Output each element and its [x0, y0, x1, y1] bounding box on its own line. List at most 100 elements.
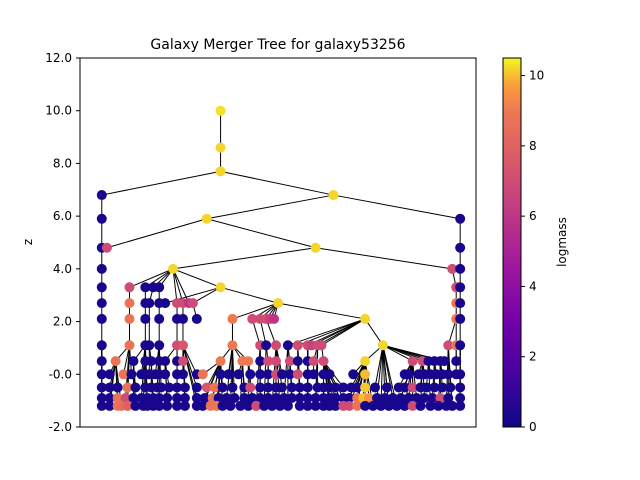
galaxy-node-point	[140, 282, 151, 293]
galaxy-node-point	[124, 298, 135, 309]
tree-edge	[333, 194, 461, 220]
y-tick-label: 4.0	[53, 262, 72, 276]
tree-edge	[101, 170, 221, 196]
leaf-galaxy-point	[411, 393, 422, 404]
tree-edge	[206, 194, 334, 220]
galaxy-node-point	[360, 356, 371, 367]
galaxy-node-point	[128, 356, 139, 367]
galaxy-node-point	[201, 213, 212, 224]
leaf-galaxy-point	[364, 393, 375, 404]
galaxy-node-point	[101, 242, 112, 253]
leaf-galaxy-point	[263, 382, 274, 393]
leaf-galaxy-point	[255, 369, 266, 380]
leaf-galaxy-point	[435, 393, 446, 404]
leaf-galaxy-point	[172, 393, 183, 404]
leaf-galaxy-point	[245, 369, 256, 380]
galaxy-node-point	[215, 105, 226, 116]
leaf-galaxy-point	[344, 400, 355, 411]
leaf-galaxy-point	[118, 369, 129, 380]
leaf-galaxy-point	[255, 382, 266, 393]
leaf-galaxy-point	[437, 382, 448, 393]
leaf-galaxy-point	[122, 382, 133, 393]
leaf-galaxy-point	[302, 382, 313, 393]
leaf-galaxy-point	[177, 369, 188, 380]
leaf-galaxy-point	[104, 393, 115, 404]
galaxy-node-point	[263, 356, 274, 367]
leaf-galaxy-point	[278, 393, 289, 404]
leaf-galaxy-point	[294, 393, 305, 404]
colorbar-tick-label: 10	[529, 69, 544, 83]
leaf-edge	[323, 360, 344, 399]
galaxy-node-point	[269, 313, 280, 324]
tree-edge	[172, 268, 221, 288]
tree-edge	[287, 318, 366, 346]
leaf-galaxy-point	[199, 393, 210, 404]
leaf-galaxy-point	[221, 393, 232, 404]
galaxy-node-point	[292, 340, 303, 351]
y-tick-label: -0.0	[49, 367, 72, 381]
galaxy-node-point	[377, 340, 388, 351]
y-tick-label: -2.0	[49, 420, 72, 434]
leaf-galaxy-point	[425, 400, 436, 411]
galaxy-node-point	[146, 356, 157, 367]
leaf-galaxy-point	[126, 369, 137, 380]
leaf-galaxy-point	[308, 369, 319, 380]
leaf-galaxy-point	[399, 400, 410, 411]
leaf-galaxy-point	[360, 382, 371, 393]
galaxy-node-point	[177, 356, 188, 367]
leaf-galaxy-point	[403, 369, 414, 380]
galaxy-node-point	[96, 340, 107, 351]
leaf-galaxy-point	[429, 382, 440, 393]
galaxy-node-point	[308, 356, 319, 367]
leaf-galaxy-point	[122, 400, 133, 411]
leaf-galaxy-point	[348, 369, 359, 380]
galaxy-node-point	[154, 340, 165, 351]
leaf-galaxy-point	[274, 400, 285, 411]
leaf-galaxy-point	[421, 382, 432, 393]
leaf-galaxy-point	[391, 400, 402, 411]
leaf-galaxy-point	[154, 393, 165, 404]
colorbar: 0 2 4 6 8 10	[502, 57, 544, 434]
leaf-galaxy-point	[243, 400, 254, 411]
tree-edge	[172, 268, 184, 304]
leaf-galaxy-point	[344, 393, 355, 404]
colorbar-ticks: 0 2 4 6 8 10	[521, 69, 544, 434]
y-tick-label: 12.0	[45, 51, 72, 65]
galaxy-node-point	[443, 340, 454, 351]
leaf-galaxy-point	[227, 382, 238, 393]
leaf-galaxy-point	[330, 393, 341, 404]
y-tick-label: 6.0	[53, 209, 72, 223]
galaxy-node-point	[455, 298, 466, 309]
tree-edge	[129, 268, 174, 288]
galaxy-node-point	[140, 313, 151, 324]
leaf-galaxy-point	[247, 393, 258, 404]
leaf-galaxy-point	[213, 393, 224, 404]
leaf-galaxy-point	[164, 382, 175, 393]
leaf-galaxy-point	[455, 382, 466, 393]
leaf-galaxy-point	[156, 382, 167, 393]
leaf-galaxy-point	[310, 400, 321, 411]
leaf-galaxy-point	[215, 369, 226, 380]
leaf-galaxy-point	[447, 400, 458, 411]
tree-edge	[106, 218, 207, 249]
leaf-galaxy-point	[338, 382, 349, 393]
leaf-galaxy-point	[120, 393, 131, 404]
leaf-galaxy-point	[372, 393, 382, 404]
leaf-galaxy-point	[104, 382, 115, 393]
leaf-galaxy-point	[172, 382, 183, 393]
galaxy-node-point	[447, 263, 458, 274]
tree-edge	[206, 218, 316, 249]
leaf-galaxy-point	[162, 393, 173, 404]
leaf-galaxy-point	[128, 393, 139, 404]
leaf-galaxy-point	[330, 400, 341, 411]
galaxy-node-point	[124, 313, 135, 324]
leaf-galaxy-point	[201, 382, 212, 393]
leaf-galaxy-point	[360, 400, 371, 411]
colorbar-gradient	[503, 58, 521, 427]
galaxy-node-point	[407, 356, 418, 367]
tree-edge	[220, 170, 334, 196]
galaxy-node-point	[187, 298, 198, 309]
galaxy-node-point	[96, 190, 107, 201]
leaf-galaxy-point	[271, 393, 282, 404]
